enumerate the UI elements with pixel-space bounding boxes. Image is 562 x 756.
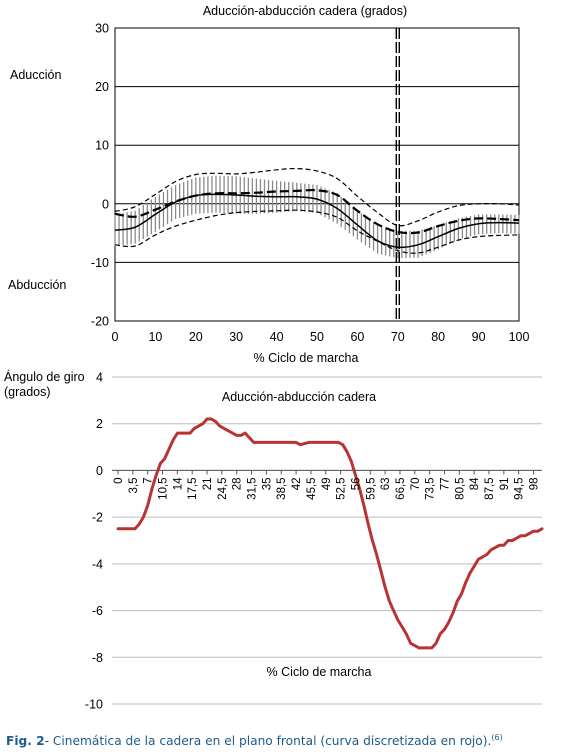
caption-text: - Cinemática de la cadera en el plano fr…	[44, 734, 492, 749]
x-tick-label: 28	[232, 477, 244, 490]
y-tick-label-30: 30	[95, 22, 109, 36]
caption-ref: (6)	[491, 733, 503, 742]
figure: Aducción-abducción cadera (grados) Aducc…	[4, 4, 544, 712]
abduction-label: Abducción	[8, 278, 66, 292]
x-tick-label: 49	[321, 477, 333, 490]
chart-2-y-axis-label-line2: (grados)	[4, 385, 51, 399]
chart-2: Ángulo de giro (grados) Aducción-abducci…	[4, 369, 544, 712]
y-tick-label--8: -8	[92, 651, 103, 665]
x-tick-label: 52,5	[336, 477, 348, 499]
chart-1-x-axis-label: % Ciclo de marcha	[254, 351, 359, 365]
chart-1-title: Aducción-abducción cadera (grados)	[203, 4, 407, 18]
adduction-label: Aducción	[10, 68, 61, 82]
y-tick-label--4: -4	[92, 557, 103, 571]
x-tick-label: 17,5	[187, 477, 199, 499]
y-tick-label--20: -20	[91, 315, 109, 329]
x-tick-label-80: 80	[431, 330, 445, 344]
x-tick-label: 35	[261, 477, 273, 490]
y-tick-label--10: -10	[91, 256, 109, 270]
chart-2-y-ticks: -10 -8 -6 -4 -2 0 2 4	[85, 371, 103, 712]
chart-1-grid	[114, 27, 520, 322]
x-tick-label: 24,5	[217, 477, 229, 499]
x-tick-label: 66,5	[395, 477, 407, 499]
y-tick-label-2: 2	[96, 417, 103, 431]
chart-2-title: Aducción-abducción cadera	[222, 390, 376, 404]
x-tick-label-0: 0	[112, 330, 119, 344]
x-tick-label: 94,5	[514, 477, 526, 499]
x-tick-label: 87,5	[484, 477, 496, 499]
x-tick-label: 42	[291, 477, 303, 490]
x-tick-label-50: 50	[310, 330, 324, 344]
chart-2-y-axis-label-line1: Ángulo de giro	[4, 369, 85, 384]
series-0-line	[116, 417, 544, 650]
x-tick-label: 56	[350, 477, 362, 490]
x-tick-label-60: 60	[350, 330, 364, 344]
y-tick-label-10: 10	[95, 139, 109, 153]
y-tick-label-20: 20	[95, 80, 109, 94]
x-tick-label-30: 30	[229, 330, 243, 344]
x-tick-label: 38,5	[276, 477, 288, 499]
x-tick-label-100: 100	[509, 330, 530, 344]
x-tick-label-10: 10	[148, 330, 162, 344]
chart-2-grid	[112, 376, 542, 705]
x-tick-label: 73,5	[425, 477, 437, 499]
chart-2-x-ticks: 0 3,5 7 10,5 14 17,5 21 24,5 28 31,5 35 38,5 42 45,5 4…	[113, 470, 541, 500]
x-tick-label: 59,5	[365, 477, 377, 499]
chart-1-sd-band	[114, 175, 520, 259]
x-tick-label: 31,5	[247, 477, 259, 499]
chart-1-x-ticks: 0 10 20 30 40 50 60 70 80 90 100	[112, 330, 530, 344]
chart-2-x-axis-label: % Ciclo de marcha	[267, 665, 372, 679]
x-tick-label: 80,5	[454, 477, 466, 499]
x-tick-label: 77	[439, 477, 451, 490]
figure-caption: Fig. 2- Cinemática de la cadera en el pl…	[6, 733, 562, 748]
x-tick-label-70: 70	[391, 330, 405, 344]
x-tick-label: 14	[172, 477, 184, 490]
chart-1-y-ticks: -20 -10 0 10 20 30	[91, 22, 109, 329]
x-tick-label: 84	[469, 477, 481, 490]
chart-1-frame	[114, 27, 520, 322]
x-tick-label: 98	[529, 477, 541, 490]
x-tick-label: 3,5	[128, 477, 140, 493]
y-tick-label--10: -10	[85, 698, 103, 712]
x-tick-label: 10,5	[158, 477, 170, 499]
series-dashed	[114, 188, 520, 235]
x-tick-label-20: 20	[189, 330, 203, 344]
chart-1: Aducción-abducción cadera (grados) Aducc…	[8, 4, 529, 365]
x-tick-label: 0	[113, 477, 125, 483]
y-tick-label-0: 0	[96, 464, 103, 478]
x-tick-label: 91	[499, 477, 511, 490]
x-tick-label: 70	[410, 477, 422, 490]
y-tick-label-4: 4	[96, 371, 103, 385]
chart-1-axes	[395, 28, 400, 321]
x-tick-label: 45,5	[306, 477, 318, 499]
series-dashed-outer-lower	[114, 209, 520, 254]
x-tick-label: 21	[202, 477, 214, 490]
y-tick-label--6: -6	[92, 604, 103, 618]
chart-2-lines	[116, 417, 544, 650]
caption-label: Fig. 2	[6, 734, 45, 749]
chart-1-lines	[114, 167, 520, 254]
y-tick-label-0: 0	[102, 197, 109, 211]
x-tick-label: 7	[143, 477, 155, 483]
x-tick-label-90: 90	[472, 330, 486, 344]
series-dashed-outer-upper	[114, 167, 520, 227]
x-tick-label-40: 40	[270, 330, 284, 344]
x-tick-label: 63	[380, 477, 392, 490]
y-tick-label--2: -2	[92, 511, 103, 525]
